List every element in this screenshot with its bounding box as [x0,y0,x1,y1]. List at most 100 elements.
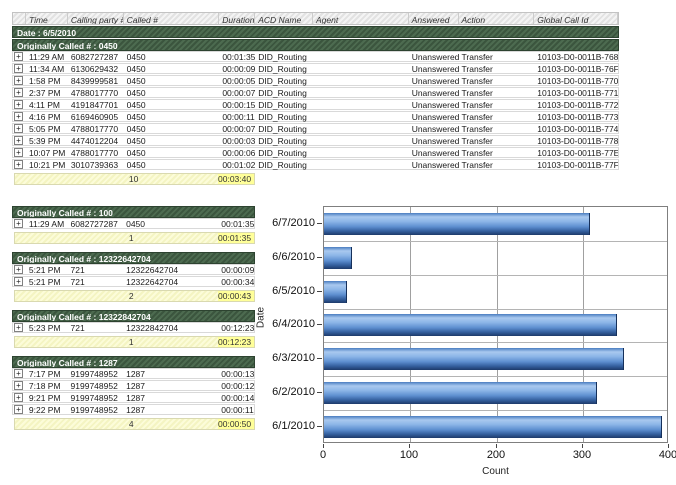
expand-row-button[interactable]: + [14,112,23,121]
cell-time: 7:18 PM [28,380,61,391]
cell-action: Transfer [461,99,493,110]
cell-calling: 4788017770 [70,147,119,158]
x-tick-mark [582,444,583,448]
sub-group-tables: Originally Called # : 100 +11:29 AM 608272… [12,205,255,438]
expand-cell: + [13,76,26,85]
expand-row-button[interactable]: + [14,381,23,390]
table-row: +10:07 PM 4788017770 0450 00:00:06 DID_Routi… [12,147,619,158]
cell-called: 12322642704 [126,276,179,287]
expand-row-button[interactable]: + [14,405,23,414]
cell-time: 5:39 PM [28,135,61,146]
expand-row-button[interactable]: + [14,64,23,73]
summary-total-duration: 00:00:43 [218,291,254,301]
column-header-answered[interactable]: Answered [409,13,459,24]
table-row: +7:17 PM 9199748952 1287 00:00:13 [12,368,255,379]
cell-called: 1287 [126,404,146,415]
y-tick-mark [317,324,322,325]
cell-global_id: 10103-D0-0011B-774 [537,123,618,134]
call-group: Originally Called # : 12322642704 +5:21 P… [12,252,255,302]
cell-answered: Unanswered [411,51,459,62]
cell-answered: Unanswered [411,111,459,122]
expand-cell: + [13,405,26,414]
expand-cell: + [13,160,26,169]
cell-called: 0450 [126,75,146,86]
column-header-agent[interactable]: Agent [313,13,409,24]
expand-row-button[interactable]: + [14,88,23,97]
expand-row-button[interactable]: + [14,393,23,402]
cell-called: 0450 [126,159,146,170]
column-header-calling[interactable]: Calling party # [68,13,124,24]
table-row: +11:29 AM 6082727287 0450 00:01:35 [12,218,255,229]
cell-answered: Unanswered [411,63,459,74]
cell-duration: 00:00:07 [222,123,256,134]
cell-action: Transfer [461,135,493,146]
cell-called: 1287 [126,380,146,391]
column-header-called[interactable]: Called # [124,13,220,24]
expand-row-button[interactable]: + [14,265,23,274]
expand-row-button[interactable]: + [14,160,23,169]
cell-duration: 00:00:09 [221,264,254,275]
table-row: +5:23 PM 721 12322842704 00:12:23 [12,322,255,333]
cell-time: 7:17 PM [28,368,61,379]
cell-action: Transfer [461,159,493,170]
group-summary-row: 10 00:03:40 [14,173,255,185]
column-header-action[interactable]: Action [459,13,535,24]
cell-duration: 00:00:11 [222,111,255,122]
y-tick-mark [317,257,322,258]
call-detail-table: Time Calling party # Called # Duration ACD N… [12,12,619,185]
expand-cell: + [13,112,26,121]
expand-row-button[interactable]: + [14,100,23,109]
y-tick-label-6/6/2010: 6/6/2010 [272,250,315,263]
expand-row-button[interactable]: + [14,136,23,145]
horizontal-gridline [324,376,667,377]
cell-called: 0450 [126,218,146,229]
expand-row-button[interactable]: + [14,76,23,85]
cell-answered: Unanswered [411,75,459,86]
cell-acd: DID_Routing [258,147,307,158]
cell-answered: Unanswered [411,123,459,134]
cell-time: 1:58 PM [28,75,61,86]
column-header-time[interactable]: Time [26,13,68,24]
expand-row-button[interactable]: + [14,124,23,133]
expand-row-button[interactable]: + [14,52,23,61]
expand-cell: + [13,124,26,133]
expand-row-button[interactable]: + [14,219,23,228]
y-tick-label-6/4/2010: 6/4/2010 [272,318,315,331]
call-group: Originally Called # : 12322842704 +5:23 P… [12,310,255,348]
cell-answered: Unanswered [411,87,459,98]
cell-global_id: 10103-D0-0011B-773 [537,111,618,122]
cell-duration: 00:00:06 [222,147,256,158]
table-row: +5:05 PM 4788017770 0450 00:00:07 DID_Routin… [12,123,619,134]
expand-cell: + [13,52,26,61]
cell-time: 5:05 PM [28,123,61,134]
cell-called: 0450 [126,51,146,62]
cell-global_id: 10103-D0-0011B-77F [537,159,618,170]
column-header-acd[interactable]: ACD Name [255,13,313,24]
cell-called: 12322642704 [126,264,179,275]
expand-row-button[interactable]: + [14,323,23,332]
cell-global_id: 10103-D0-0011B-770 [537,75,618,86]
table-row: +9:22 PM 9199748952 1287 00:00:11 [12,404,255,415]
cell-calling: 4788017770 [70,123,119,134]
horizontal-gridline [324,309,667,310]
x-tick-label-400: 400 [658,449,676,461]
table-row: +9:21 PM 9199748952 1287 00:00:14 [12,392,255,403]
column-header-global_id[interactable]: Global Call Id [534,13,618,24]
cell-time: 5:23 PM [28,322,61,333]
cell-duration: 00:00:09 [222,63,256,74]
cell-time: 11:29 AM [28,51,65,62]
cell-acd: DID_Routing [258,75,307,86]
cell-duration: 00:00:07 [222,87,256,98]
expand-row-button[interactable]: + [14,148,23,157]
summary-call-count: 1 [128,337,134,347]
expand-row-button[interactable]: + [14,277,23,286]
cell-called: 0450 [126,63,146,74]
column-header-duration[interactable]: Duration [219,13,256,24]
expand-row-button[interactable]: + [14,369,23,378]
table-row: +5:21 PM 721 12322642704 00:00:09 [12,264,255,275]
chart-bar-6/7/2010 [324,213,590,235]
table-row: +1:58 PM 8439999581 0450 00:00:05 DID_Routin… [12,75,619,86]
summary-call-count: 10 [128,174,139,184]
expand-cell: + [13,369,26,378]
